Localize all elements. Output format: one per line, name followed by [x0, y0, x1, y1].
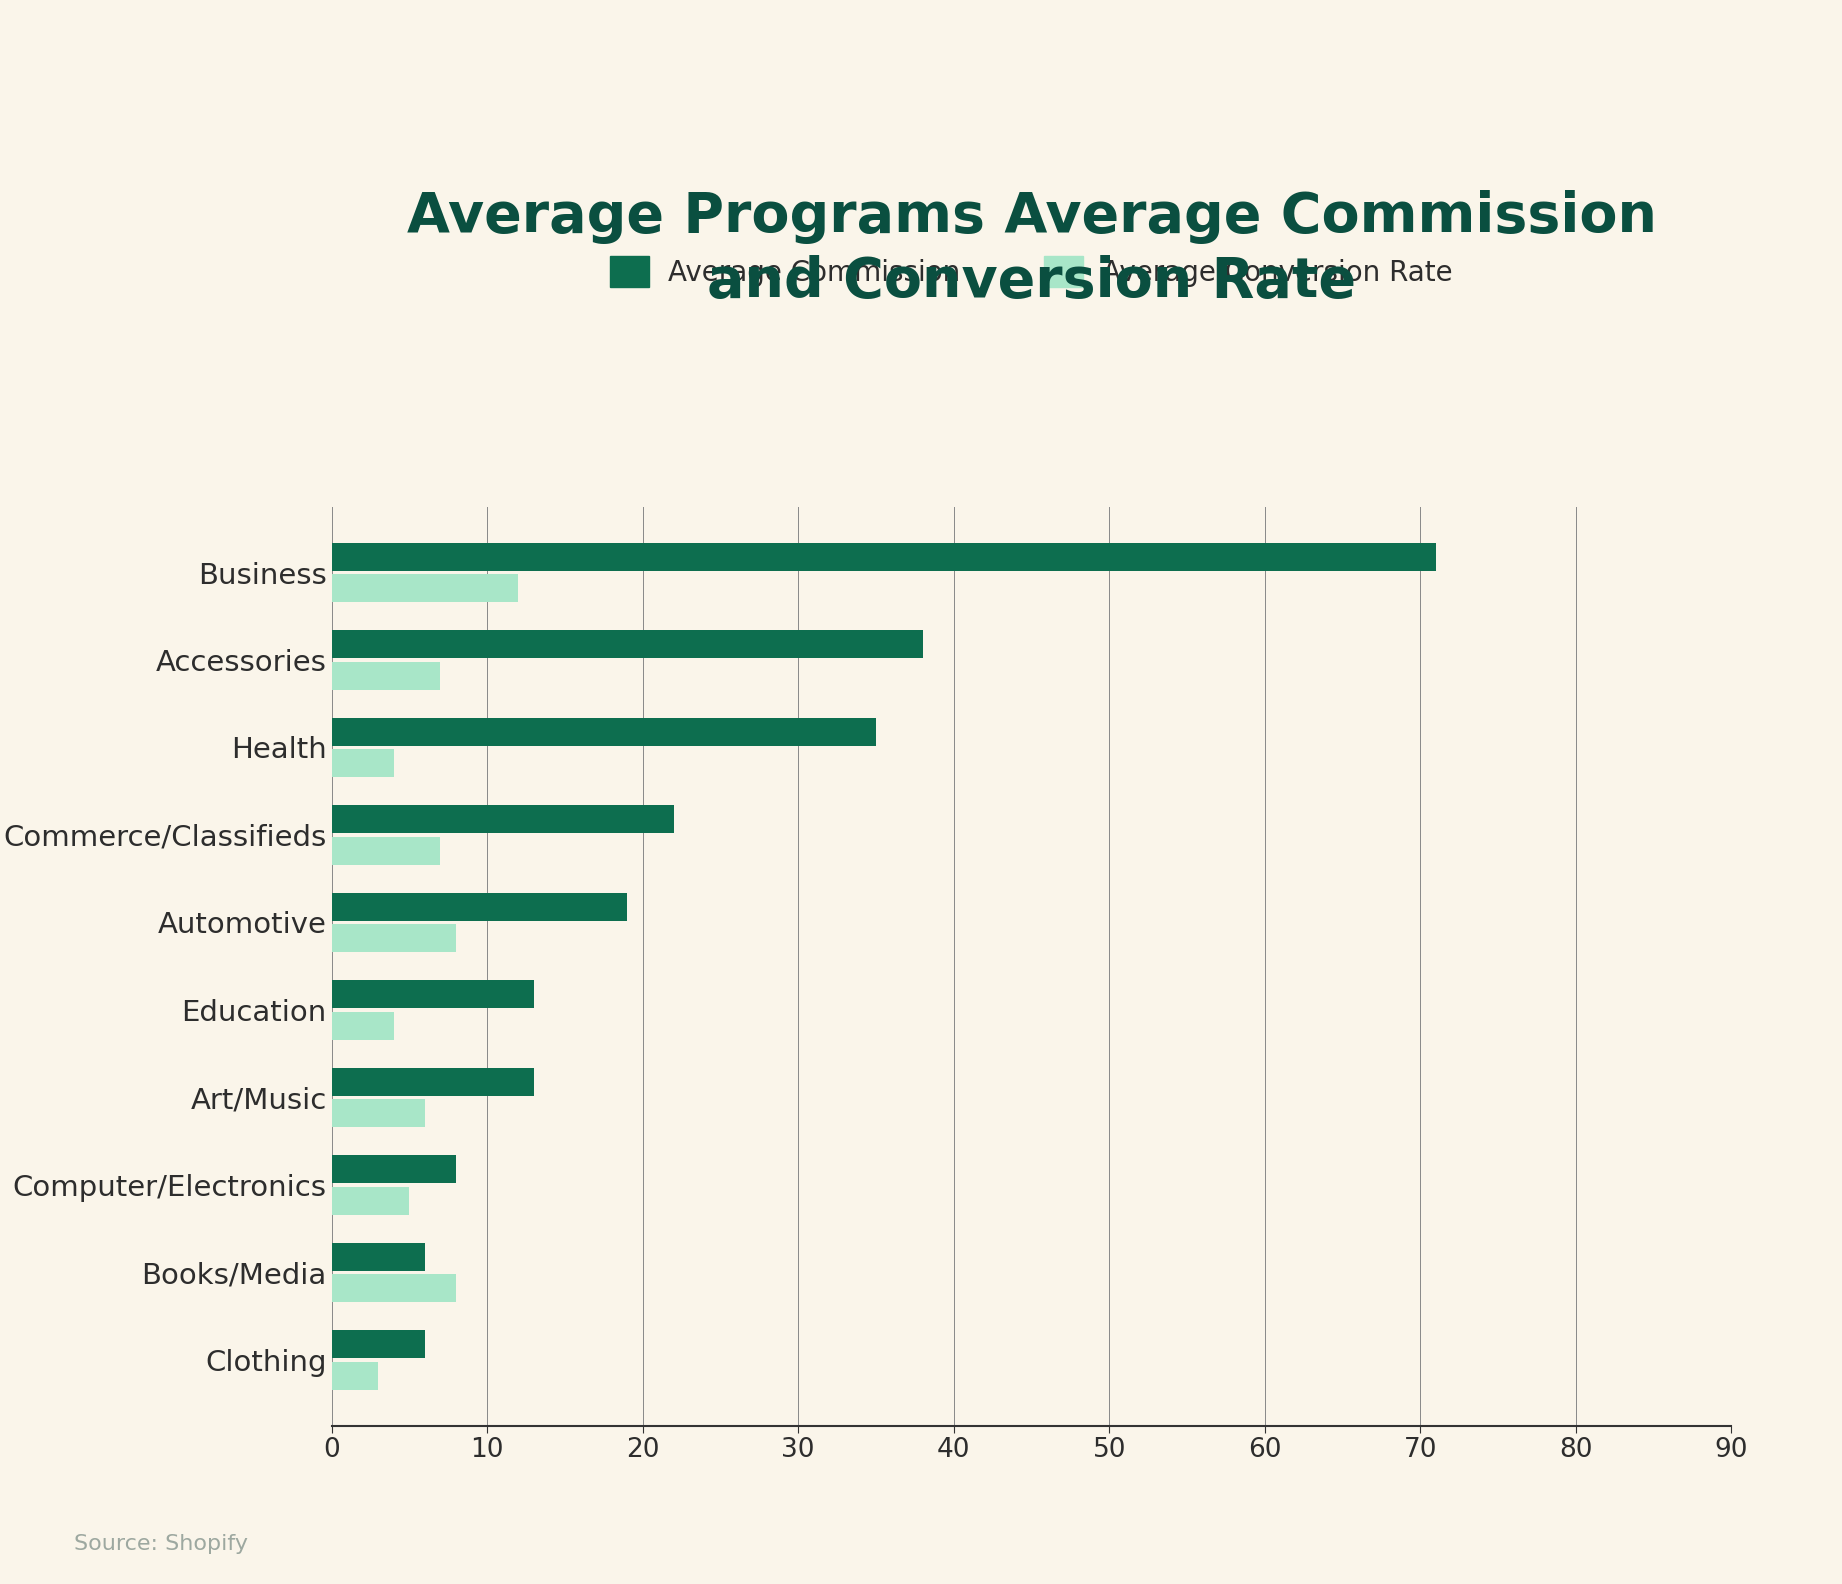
Legend: Average Commission, Average Conversion Rate: Average Commission, Average Conversion R…: [599, 246, 1464, 298]
Text: Source: Shopify: Source: Shopify: [74, 1535, 247, 1554]
Bar: [332, 718, 877, 746]
Bar: [332, 1274, 457, 1302]
Bar: [332, 543, 1437, 570]
Bar: [332, 1331, 426, 1357]
Bar: [332, 1362, 378, 1389]
Bar: [332, 1186, 409, 1215]
Bar: [332, 749, 394, 778]
Bar: [332, 805, 674, 833]
Bar: [332, 575, 518, 602]
Bar: [332, 893, 626, 920]
Bar: [332, 1068, 534, 1096]
Bar: [332, 1012, 394, 1039]
Bar: [332, 662, 440, 689]
Bar: [332, 836, 440, 865]
Bar: [332, 1155, 457, 1183]
Bar: [332, 1099, 426, 1128]
Bar: [332, 1243, 426, 1270]
Bar: [332, 923, 457, 952]
Bar: [332, 980, 534, 1009]
Text: Average Programs Average Commission
and Conversion Rate: Average Programs Average Commission and …: [407, 190, 1656, 309]
Bar: [332, 630, 923, 659]
